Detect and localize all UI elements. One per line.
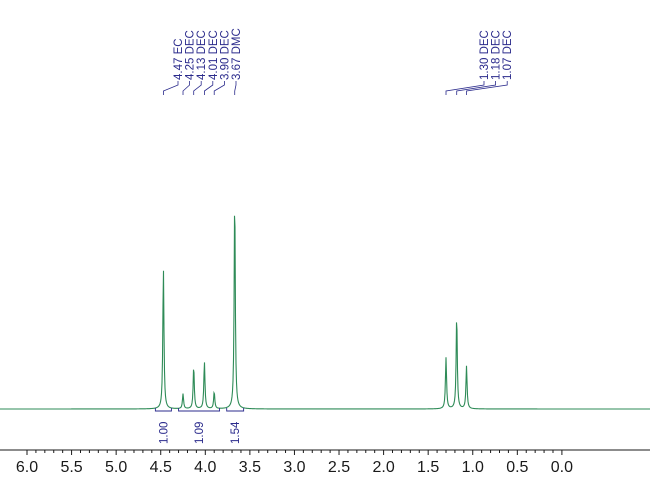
x-tick-label: 2.5 <box>328 459 350 476</box>
peak-label-leader <box>213 81 225 95</box>
integral-bracket <box>226 408 245 412</box>
spectrum-layer <box>0 215 650 410</box>
integral-value: 1.00 <box>158 422 170 444</box>
peak-label: 3.67 DMC <box>231 28 243 80</box>
x-tick-label: 1.0 <box>462 459 484 476</box>
x-tick-label: 4.0 <box>194 459 216 476</box>
peak-label-leader <box>163 81 179 95</box>
peak-label-leader <box>445 81 485 95</box>
peak-label: 1.30 DEC <box>479 30 491 80</box>
spectrum-line <box>0 215 650 410</box>
x-tick-label: 3.0 <box>283 459 305 476</box>
peak-label-leader <box>193 81 202 95</box>
x-tick-label: 5.0 <box>105 459 127 476</box>
peak-label-leader <box>204 81 214 95</box>
peak-label-leader <box>466 81 508 95</box>
x-tick-label: 0.5 <box>506 459 528 476</box>
peak-label-layer: 4.47 EC 4.25 DEC 4.13 DEC 4.01 DEC 3.90 DEC 3… <box>163 28 514 95</box>
peak-label-leader <box>234 81 237 95</box>
integral-bracket <box>154 408 172 412</box>
x-tick-label: 5.5 <box>60 459 82 476</box>
integral-layer: 1.00 1.09 1.54 <box>154 408 245 444</box>
integral-value: 1.54 <box>230 421 242 444</box>
x-tick-label: 2.0 <box>372 459 394 476</box>
integral-bracket <box>178 408 221 412</box>
integral-value: 1.09 <box>194 422 206 444</box>
peak-label: 3.90 DEC <box>219 30 231 80</box>
x-tick-label: 6.0 <box>16 459 38 476</box>
peak-label: 4.47 EC <box>173 38 185 80</box>
x-tick-label: 0.0 <box>551 459 573 476</box>
x-tick-label: 4.5 <box>150 459 172 476</box>
x-tick-label: 1.5 <box>417 459 439 476</box>
peak-label: 4.01 DEC <box>208 30 220 80</box>
x-axis: 6.0 5.5 5.0 4.5 4.0 3.5 3.0 2.5 2.0 1.5 1.0 0.5 0.0 <box>0 449 650 476</box>
peak-label-leader <box>456 81 496 95</box>
peak-label-leader <box>182 81 190 95</box>
peak-label: 1.07 DEC <box>502 30 514 80</box>
peak-label: 1.18 DEC <box>491 30 503 80</box>
peak-label: 4.13 DEC <box>196 30 208 80</box>
x-tick-label: 3.5 <box>239 459 261 476</box>
peak-label: 4.25 DEC <box>185 30 197 80</box>
